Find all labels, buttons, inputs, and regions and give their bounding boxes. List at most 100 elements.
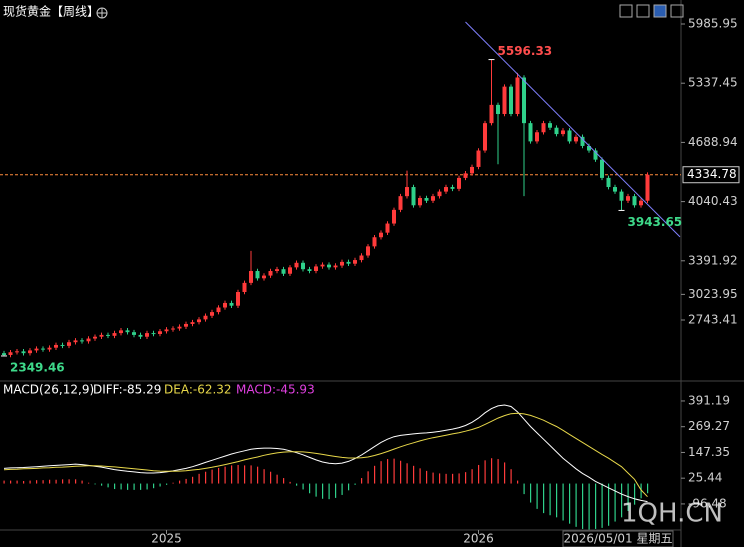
candle-body xyxy=(171,328,175,330)
histogram-bar xyxy=(81,480,83,484)
candle-body xyxy=(112,333,117,336)
histogram-bar xyxy=(465,472,467,484)
candle-body xyxy=(216,307,221,313)
candle-body xyxy=(580,136,585,146)
histogram-bar xyxy=(296,483,298,486)
candle-body xyxy=(34,348,39,351)
cursor-date: 2026/05/01 星期五 xyxy=(564,532,673,546)
histogram-bar xyxy=(445,473,447,484)
histogram-bar xyxy=(608,483,610,526)
histogram-bar xyxy=(497,459,499,484)
histogram-bar xyxy=(354,483,356,485)
histogram-bar xyxy=(393,458,395,484)
chart-title: 现货黄金【周线】 xyxy=(3,4,99,19)
y-tick-label: 391.19 xyxy=(688,393,730,407)
candle-body xyxy=(444,187,448,192)
histogram-bar xyxy=(549,483,551,516)
candle-body xyxy=(119,330,123,334)
candle-body xyxy=(606,177,611,188)
candle-body xyxy=(639,200,643,206)
histogram-bar xyxy=(283,478,285,484)
histogram-bar xyxy=(406,463,408,484)
histogram-bar xyxy=(55,479,57,484)
trendline xyxy=(465,21,681,238)
toolbar[interactable] xyxy=(619,4,684,18)
histogram-bar xyxy=(36,480,38,484)
histogram-bar xyxy=(387,459,389,484)
histogram-bar xyxy=(640,483,642,499)
candle-body xyxy=(28,350,32,354)
histogram-bar xyxy=(621,483,623,518)
histogram-bar xyxy=(127,483,129,490)
histogram-bar xyxy=(218,467,220,484)
annotation-label: 2349.46 xyxy=(10,360,65,374)
histogram-bar xyxy=(322,483,324,499)
candle-body xyxy=(346,261,351,264)
legend-entry: DEA:-62.32 xyxy=(164,383,232,397)
y-tick-label: 4688.94 xyxy=(688,135,738,149)
candle-body xyxy=(190,322,195,324)
histogram-bar xyxy=(562,483,564,521)
histogram-bar xyxy=(367,471,369,484)
histogram-bar xyxy=(478,464,480,484)
candle-body xyxy=(353,260,357,264)
last-price-box xyxy=(682,166,740,184)
histogram-bar xyxy=(517,480,519,484)
candle-body xyxy=(379,232,383,238)
candle-body xyxy=(366,246,370,256)
candle-body xyxy=(268,271,273,276)
histogram-bar xyxy=(185,478,187,484)
candle-body xyxy=(203,315,208,320)
candle-body xyxy=(242,282,247,293)
plot-area: 2743.41 3391.92 4040.43 4688.94 5337.45 5985.… xyxy=(0,17,740,546)
y-tick-label: 2743.41 xyxy=(688,312,738,326)
watermark: 1QH.CN xyxy=(621,499,723,529)
candle-body xyxy=(177,326,182,329)
histogram-bar xyxy=(413,465,415,484)
y-tick-label: 269.27 xyxy=(688,419,730,433)
candle-body xyxy=(125,330,130,333)
histogram-bar xyxy=(452,473,454,484)
candle-body xyxy=(138,334,143,337)
candle-body xyxy=(262,275,266,279)
candle-body xyxy=(359,255,364,261)
histogram-bar xyxy=(380,461,382,484)
histogram-bar xyxy=(536,483,538,509)
candle-body xyxy=(236,292,240,306)
histogram-bar xyxy=(582,483,584,529)
histogram-bar xyxy=(361,478,363,484)
y-tick-label: 3391.92 xyxy=(688,253,738,267)
histogram-bar xyxy=(68,479,70,484)
candle-body xyxy=(21,351,26,354)
candle-body xyxy=(411,187,416,206)
histogram-bar xyxy=(179,480,181,484)
candle-body xyxy=(483,123,487,151)
histogram-bar xyxy=(647,483,649,494)
candle-body xyxy=(93,336,97,339)
candle-body xyxy=(476,150,481,167)
candle-body xyxy=(431,196,435,201)
candle-body xyxy=(320,264,325,267)
candle-body xyxy=(424,197,429,201)
candle-body xyxy=(275,269,279,272)
candle-body xyxy=(73,340,78,343)
candle-body xyxy=(587,145,591,151)
histogram-bar xyxy=(192,476,194,484)
histogram-bar xyxy=(510,469,512,484)
candle-body xyxy=(327,264,331,268)
add-icon[interactable] xyxy=(96,7,108,19)
candle-body xyxy=(418,197,422,206)
histogram-bar xyxy=(42,480,44,484)
histogram-bar xyxy=(29,480,31,484)
histogram-bar xyxy=(569,483,571,524)
candle-body xyxy=(99,334,104,337)
histogram-bar xyxy=(530,483,532,503)
candle-body xyxy=(385,223,390,233)
candle-body xyxy=(509,86,513,115)
y-tick-label: 4040.43 xyxy=(688,194,738,208)
histogram-bar xyxy=(634,483,636,505)
candle-body xyxy=(593,150,598,160)
candle-body xyxy=(15,351,19,353)
